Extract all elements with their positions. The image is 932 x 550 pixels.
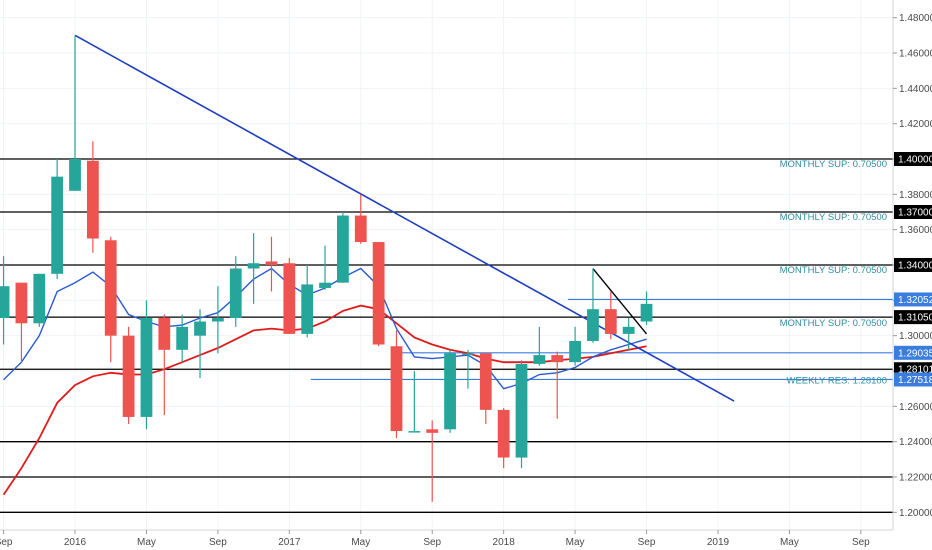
candle-body xyxy=(551,355,564,363)
y-tick-label: 1.36000 xyxy=(899,225,932,236)
price-tag xyxy=(894,345,932,360)
candle-body xyxy=(158,318,171,350)
price-tag-label: 1.31050 xyxy=(898,313,932,324)
candles xyxy=(0,35,653,502)
x-tick-label: May xyxy=(351,537,370,548)
downtrend-line xyxy=(74,34,735,402)
candle-body xyxy=(211,318,224,322)
x-tick-label: Sep xyxy=(638,537,656,548)
candle-body xyxy=(122,335,135,417)
x-tick-label: 2016 xyxy=(64,537,87,548)
price-tag-label: 1.29035 xyxy=(898,348,932,359)
candle-body xyxy=(462,353,474,355)
price-tag-label: 1.40000 xyxy=(898,155,932,166)
price-tag-label: 1.27518 xyxy=(898,375,932,386)
candle-body xyxy=(229,268,242,318)
price-tag xyxy=(894,205,932,219)
price-tag xyxy=(894,152,932,166)
price-tag-label: 1.34000 xyxy=(898,261,932,272)
x-tick-label: May xyxy=(137,537,156,548)
candle-body xyxy=(194,321,206,336)
level-annotation: MONTHLY SUP: 0.70500 xyxy=(780,265,887,276)
candle-body xyxy=(479,353,492,410)
candle-body xyxy=(283,263,296,334)
candle-body xyxy=(247,263,260,269)
y-tick-label: 1.38000 xyxy=(899,190,932,201)
candle-body xyxy=(622,326,635,334)
level-annotation: WEEKLY RES: 1.28100 xyxy=(786,375,887,386)
price-tag xyxy=(894,292,932,307)
x-tick-label: 2017 xyxy=(278,537,301,548)
candle-body xyxy=(587,309,599,341)
candle-body xyxy=(337,215,349,283)
level-annotation: MONTHLY SUP: 0.70500 xyxy=(780,159,887,170)
price-tag-label: 1.32052 xyxy=(898,295,932,306)
price-tag-label: 1.28101 xyxy=(898,365,932,376)
y-axis-panel xyxy=(893,0,932,550)
candle-body xyxy=(408,431,421,433)
moving-averages xyxy=(2,267,647,496)
annotations: MONTHLY SUP: 0.70500 MONTHLY SUP: 0.70500… xyxy=(780,159,887,386)
x-tick-label: May xyxy=(566,537,585,548)
candle-body xyxy=(69,159,81,191)
candle-body xyxy=(640,303,653,322)
candle-body xyxy=(372,242,385,345)
y-tick-label: 1.24000 xyxy=(899,437,932,448)
candle-body xyxy=(104,240,117,336)
x-tick-label: May xyxy=(780,537,799,548)
y-tick-label: 1.42000 xyxy=(899,119,932,130)
candle-body xyxy=(497,409,510,458)
candle-body xyxy=(444,353,456,430)
x-tick-label: 2019 xyxy=(707,537,730,548)
y-tick-label: 1.26000 xyxy=(899,402,932,413)
y-tick-label: 1.46000 xyxy=(899,49,932,60)
x-tick-label: Sep xyxy=(852,537,870,548)
x-tick-label: Sep xyxy=(423,537,441,548)
candle-body xyxy=(319,282,331,288)
candle-body xyxy=(604,309,617,334)
x-axis-panel xyxy=(0,530,932,550)
y-tick-label: 1.22000 xyxy=(899,473,932,484)
candle-body xyxy=(569,340,581,363)
candle-body xyxy=(301,284,314,334)
trendlines xyxy=(74,34,735,402)
candle-body xyxy=(15,282,28,324)
x-tick-label: Sep xyxy=(0,537,13,548)
x-tick-label: 2018 xyxy=(493,537,516,548)
candle-body xyxy=(176,326,189,350)
price-tag-label: 1.37000 xyxy=(898,208,932,219)
y-tick-label: 1.44000 xyxy=(899,84,932,95)
y-tick-label: 1.20000 xyxy=(899,508,932,519)
candle-body xyxy=(0,286,10,318)
price-tag xyxy=(894,372,932,387)
short-trend-line xyxy=(592,268,648,335)
level-annotation: MONTHLY SUP: 0.70500 xyxy=(780,318,887,329)
candle-body xyxy=(515,363,528,458)
candle-body xyxy=(51,176,64,274)
candle-body xyxy=(354,215,367,243)
price-tag xyxy=(894,258,932,272)
candle-body xyxy=(33,273,46,324)
y-tick-label: 1.30000 xyxy=(899,331,932,342)
ma-red-line xyxy=(2,304,647,496)
level-annotation: MONTHLY SUP: 0.70500 xyxy=(780,212,887,223)
candle-body xyxy=(140,318,153,417)
candle-body xyxy=(390,346,403,432)
candle-body xyxy=(86,160,99,239)
x-tick-label: Sep xyxy=(209,537,227,548)
candle-body xyxy=(426,429,439,433)
candle-body xyxy=(533,355,546,364)
candle-body xyxy=(265,261,278,265)
y-tick-label: 1.48000 xyxy=(899,13,932,24)
price-tag xyxy=(894,310,932,325)
